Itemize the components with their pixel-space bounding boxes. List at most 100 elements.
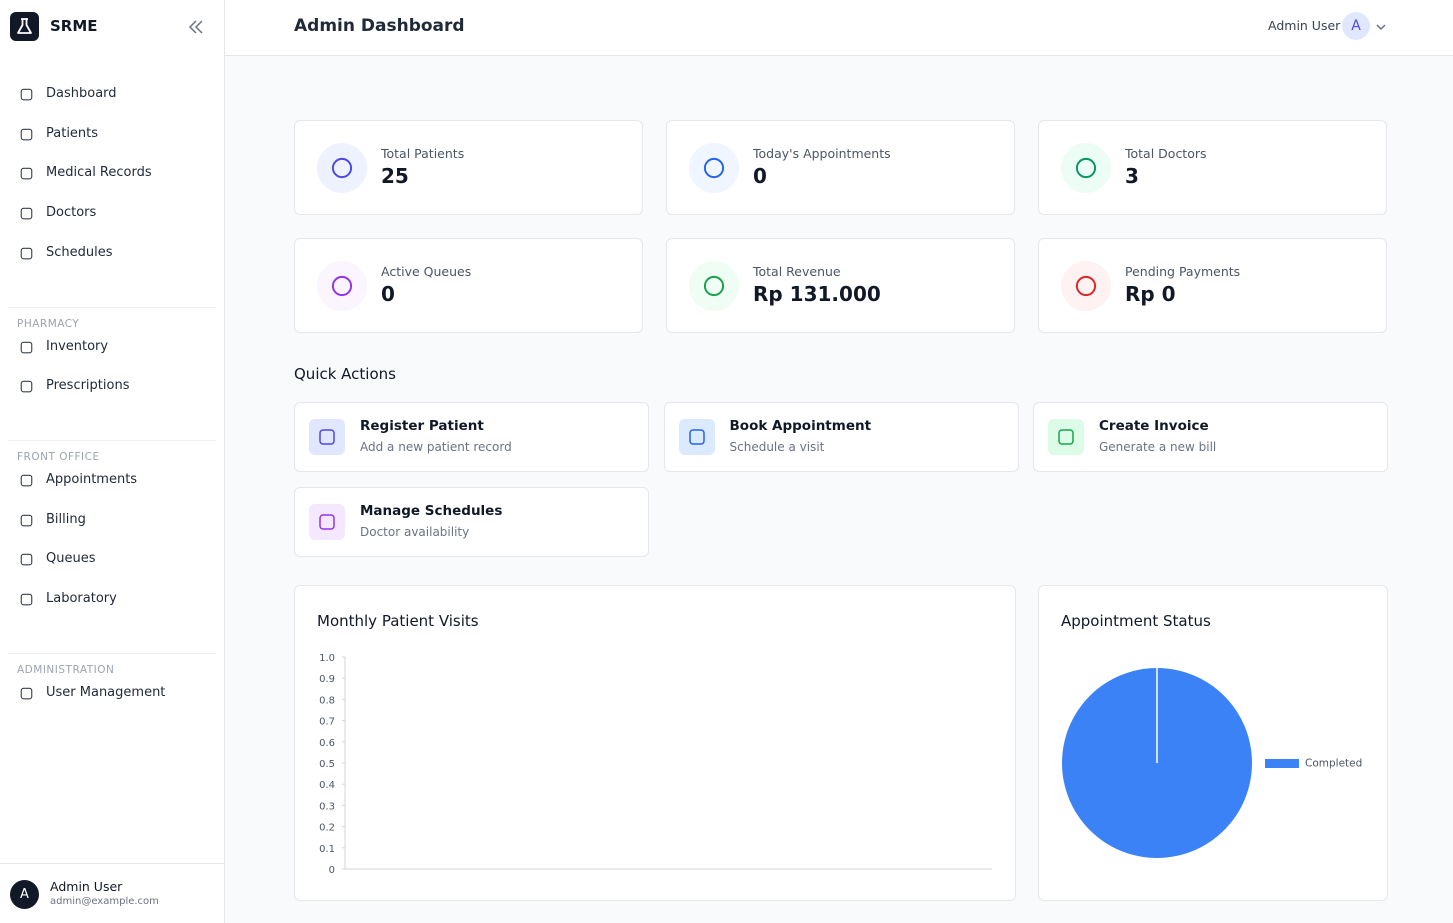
y-tick-label: 0.5 (319, 759, 335, 770)
nav-item[interactable]: Prescriptions (46, 378, 130, 394)
action-card[interactable]: Create Invoice Generate a new bill (1033, 402, 1388, 472)
icon-shape (20, 380, 33, 393)
icon (20, 593, 33, 606)
stat-value: Rp 131.000 (753, 282, 881, 306)
brand-name: SRME (50, 17, 98, 35)
action-title: Manage Schedules (360, 502, 503, 519)
action-card[interactable]: Manage Schedules Doctor availability (294, 486, 649, 557)
stat-icon (689, 143, 739, 193)
action-card[interactable]: Book Appointment Schedule a visit (663, 402, 1019, 472)
chart: Completed (1062, 668, 1362, 858)
icon (1058, 429, 1074, 445)
nav-separator (8, 439, 216, 441)
action-icon (1048, 419, 1084, 455)
chart-card: Appointment Status Completed (1038, 585, 1388, 901)
collapse-button[interactable] (187, 18, 205, 36)
stat-card: Total Patients 25 (294, 120, 643, 215)
nav-item[interactable]: Laboratory (46, 591, 117, 606)
icon (20, 88, 33, 101)
icon (1075, 157, 1097, 179)
action-subtitle: Add a new patient record (360, 440, 512, 454)
nav-item[interactable]: Medical Records (46, 165, 152, 181)
icon-shape (688, 429, 705, 445)
icon-shape (1075, 275, 1097, 297)
y-tick-label: 0.9 (319, 674, 335, 685)
stat-value: Rp 0 (1125, 282, 1176, 306)
chart: 0 0.1 0.2 0.3 0.4 0.5 0.6 0.7 0.8 0.9 1.0 (319, 653, 992, 876)
nav-item[interactable]: Doctors (46, 205, 97, 221)
y-tick-label: 0.4 (319, 780, 335, 791)
stat-value: 0 (753, 164, 767, 188)
nav-item[interactable]: Inventory (46, 338, 109, 354)
icon-shape (703, 157, 725, 179)
icon-shape (331, 157, 353, 179)
action-subtitle: Schedule a visit (729, 440, 825, 454)
action-title: Book Appointment (729, 418, 872, 434)
icon-shape (20, 207, 33, 220)
stat-icon (317, 261, 367, 311)
y-tick-label: 0.7 (319, 717, 335, 728)
y-tick-label: 0.8 (319, 695, 335, 706)
nav-heading: FRONT OFFICE (17, 450, 100, 463)
icon-shape (1058, 429, 1074, 445)
nav-item[interactable]: Patients (46, 125, 99, 141)
nav-item[interactable]: Appointments (46, 471, 138, 487)
sidebar: SRME Dashboard Patients Medical Records Doc… (0, 0, 225, 923)
stat-card: Total Revenue Rp 131.000 (666, 238, 1015, 333)
icon (688, 429, 705, 445)
icon (20, 380, 33, 393)
icon-shape (319, 429, 335, 445)
legend-label: Completed (1305, 758, 1362, 770)
stat-icon (317, 143, 367, 193)
action-icon (309, 503, 345, 540)
brand-logo (10, 12, 39, 41)
nav-item[interactable]: User Management (46, 684, 166, 700)
icon (703, 157, 725, 179)
nav-item[interactable]: Dashboard (46, 86, 117, 101)
y-tick-label: 1.0 (319, 653, 335, 664)
icon (20, 247, 33, 260)
icon (319, 429, 335, 445)
icon (20, 553, 33, 566)
nav-heading: PHARMACY (17, 317, 80, 330)
icon-shape (1075, 157, 1097, 179)
section-title: Quick Actions (294, 365, 396, 383)
header-avatar[interactable]: A (1342, 12, 1370, 40)
pie-slice (1062, 668, 1252, 858)
stat-label: Active Queues (381, 264, 472, 279)
icon (20, 341, 33, 353)
icon-shape (20, 168, 33, 180)
icon (20, 514, 33, 526)
action-card[interactable]: Register Patient Add a new patient record (294, 402, 649, 472)
nav-item[interactable]: Billing (46, 511, 86, 527)
icon-shape (20, 128, 33, 140)
y-tick-label: 0.1 (319, 844, 335, 855)
stat-card: Total Doctors 3 (1038, 120, 1387, 215)
nav-separator (8, 652, 216, 654)
user-menu-chevron[interactable] (1374, 20, 1388, 34)
stat-icon (1061, 261, 1111, 311)
legend-swatch (1265, 759, 1299, 768)
stat-label: Total Revenue (753, 264, 841, 279)
icon (319, 513, 335, 530)
nav-item[interactable]: Schedules (46, 244, 113, 260)
icon (331, 275, 353, 297)
stat-value: 0 (381, 282, 395, 306)
user-email: admin@example.com (50, 896, 159, 907)
stat-label: Total Patients (381, 146, 465, 161)
stat-icon (689, 261, 739, 311)
stat-label: Total Doctors (1125, 146, 1207, 161)
header-user[interactable]: Admin User (1268, 18, 1341, 33)
stat-label: Pending Payments (1125, 264, 1241, 279)
nav-heading: ADMINISTRATION (17, 663, 115, 676)
chart-title: Appointment Status (1061, 612, 1211, 630)
nav-item[interactable]: Queues (46, 551, 96, 567)
icon-shape (20, 247, 33, 260)
chart-card: Monthly Patient Visits 0 0.1 0.2 0.3 0.4 0.5 0.… (294, 585, 1016, 901)
action-icon (678, 419, 715, 455)
action-icon (309, 419, 345, 455)
icon (20, 207, 33, 220)
icon (20, 474, 33, 487)
